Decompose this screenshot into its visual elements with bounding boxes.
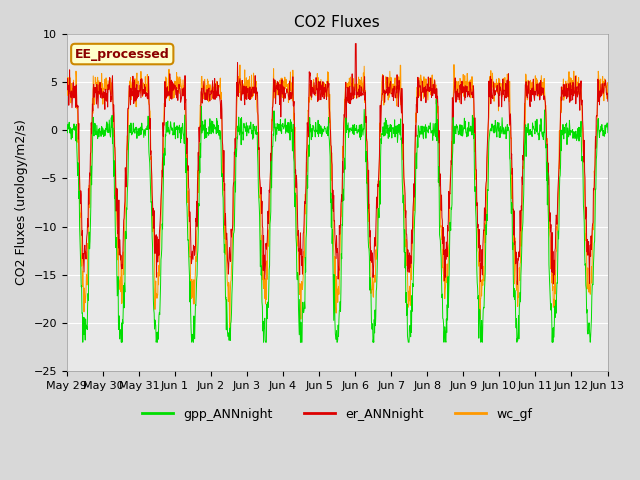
Y-axis label: CO2 Fluxes (urology/m2/s): CO2 Fluxes (urology/m2/s)	[15, 120, 28, 286]
Legend: gpp_ANNnight, er_ANNnight, wc_gf: gpp_ANNnight, er_ANNnight, wc_gf	[137, 403, 537, 426]
Text: EE_processed: EE_processed	[75, 48, 170, 60]
Title: CO2 Fluxes: CO2 Fluxes	[294, 15, 380, 30]
